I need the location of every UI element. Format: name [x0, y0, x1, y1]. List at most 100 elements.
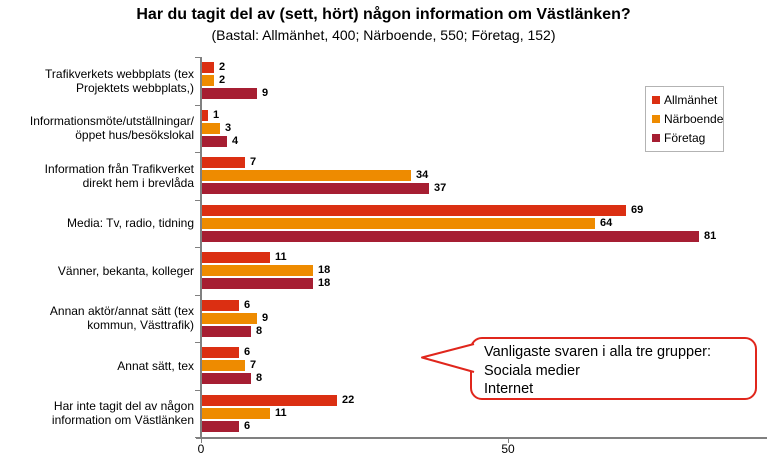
callout-line: Sociala medier [484, 362, 580, 379]
bar [202, 325, 251, 337]
bar [202, 407, 270, 419]
x-tick-zero [201, 439, 202, 443]
bar-value-label: 2 [219, 74, 226, 87]
bar [202, 122, 220, 134]
bar-line: 3 [202, 122, 767, 134]
bar-line: 1 [202, 108, 767, 121]
category-label: Annan aktör/annat sätt (tex kommun, Västt… [0, 295, 194, 343]
y-axis-tick [195, 104, 201, 106]
bar-value-label: 18 [318, 264, 331, 277]
bar-value-label: 1 [213, 108, 220, 121]
bar [202, 170, 411, 182]
bar-line: 9 [202, 87, 767, 100]
bar [202, 394, 337, 406]
bar [202, 360, 245, 372]
bar-line: 64 [202, 216, 767, 229]
callout-line: Vanligaste svaren i alla tre grupper: [484, 344, 712, 360]
bar [202, 217, 595, 229]
bar-value-label: 81 [704, 229, 717, 242]
y-axis-tick [195, 294, 201, 296]
category-labels: Trafikverkets webbplats (tex Projektets w… [0, 57, 194, 437]
x-tick-label-fifty: 50 [501, 442, 515, 456]
bar-value-label: 18 [318, 277, 331, 290]
bar-group: 22 11 6 [202, 390, 767, 438]
callout-tail-icon [421, 343, 475, 373]
category-label: Informationsmöte/utställningar/öppet hus… [0, 105, 194, 153]
callout-line: Internet [484, 381, 534, 397]
bar-line: 4 [202, 134, 767, 147]
bar [202, 88, 257, 100]
bar-value-label: 69 [631, 203, 644, 216]
chart-title: Har du tagit del av (sett, hört) någon i… [136, 6, 631, 23]
legend-swatch-icon [652, 134, 660, 142]
bar-line: 18 [202, 277, 767, 290]
bar [202, 75, 214, 87]
bar [202, 347, 239, 359]
bar-value-label: 9 [262, 87, 269, 100]
legend-label: Närboende [664, 112, 724, 126]
bar-group: 11 18 18 [202, 247, 767, 295]
bar-line: 9 [202, 311, 767, 324]
legend-swatch-icon [652, 115, 660, 123]
bar [202, 230, 699, 242]
bar-line: 8 [202, 324, 767, 337]
bar-line: 37 [202, 183, 767, 195]
bar [202, 183, 429, 195]
category-label-line: Annat sätt, tex [117, 358, 194, 373]
bar-value-label: 64 [600, 216, 613, 229]
bar-line: 69 [202, 203, 767, 216]
category-label-line: direkt hem i brevlåda [82, 175, 194, 190]
x-axis-line [196, 437, 767, 439]
bar-value-label: 22 [342, 393, 355, 406]
bar [202, 204, 626, 216]
category-label-line: Information från Trafikverket [44, 161, 194, 176]
legend-item-narboende: Närboende [652, 113, 723, 125]
category-label-line: Annan aktör/annat sätt (tex [49, 304, 194, 319]
bar-value-label: 8 [256, 324, 263, 337]
bar-line: 8 [202, 372, 767, 385]
category-label-line: öppet hus/besökslokal [75, 128, 194, 143]
legend-item-allmanhet: Allmänhet [652, 94, 717, 106]
y-axis-tick [195, 57, 201, 58]
bar-group: 7 34 37 [202, 152, 767, 200]
category-label: Information från Trafikverket direkt hem … [0, 152, 194, 200]
bar-line: 6 [202, 419, 767, 432]
y-axis-tick [195, 247, 201, 248]
bar-value-label: 4 [232, 134, 239, 147]
bar-value-label: 8 [256, 372, 263, 385]
bar-line: 11 [202, 407, 767, 419]
category-label-line: information om Västlänken [51, 413, 194, 428]
legend-swatch-icon [652, 96, 660, 104]
bar [202, 157, 245, 169]
category-label-line: Informationsmöte/utställningar/ [29, 114, 194, 129]
y-axis-tick [195, 389, 201, 391]
legend-label: Allmänhet [664, 93, 718, 107]
category-label: Trafikverkets webbplats (tex Projektets w… [0, 57, 194, 105]
callout-bubble: Vanligaste svaren i alla tre grupper: So… [470, 337, 757, 400]
bar-line: 2 [202, 62, 767, 74]
bar [202, 265, 313, 277]
bar-value-label: 34 [416, 169, 429, 182]
bar [202, 373, 251, 385]
legend: Allmänhet Närboende Företag [645, 86, 724, 152]
bar-line: 11 [202, 252, 767, 264]
y-axis-tick [195, 199, 201, 201]
bar [202, 109, 208, 121]
plot-area: 2 2 9 1 3 4 7 34 37 69 64 81 11 18 18 6 9 8 6 7 8 22 11 6 [202, 57, 767, 437]
bar [202, 62, 214, 74]
bar-line: 34 [202, 169, 767, 182]
bar [202, 252, 270, 264]
bar-value-label: 9 [262, 311, 269, 324]
y-axis-line [200, 57, 202, 438]
bar-line: 6 [202, 299, 767, 311]
bar-value-label: 6 [244, 419, 251, 432]
category-label-line: Media: Tv, radio, tidning [67, 216, 194, 231]
bar [202, 420, 239, 432]
bar [202, 299, 239, 311]
x-tick-fifty [508, 439, 509, 443]
bar-value-label: 7 [250, 156, 257, 169]
bar-group: 69 64 81 [202, 200, 767, 248]
